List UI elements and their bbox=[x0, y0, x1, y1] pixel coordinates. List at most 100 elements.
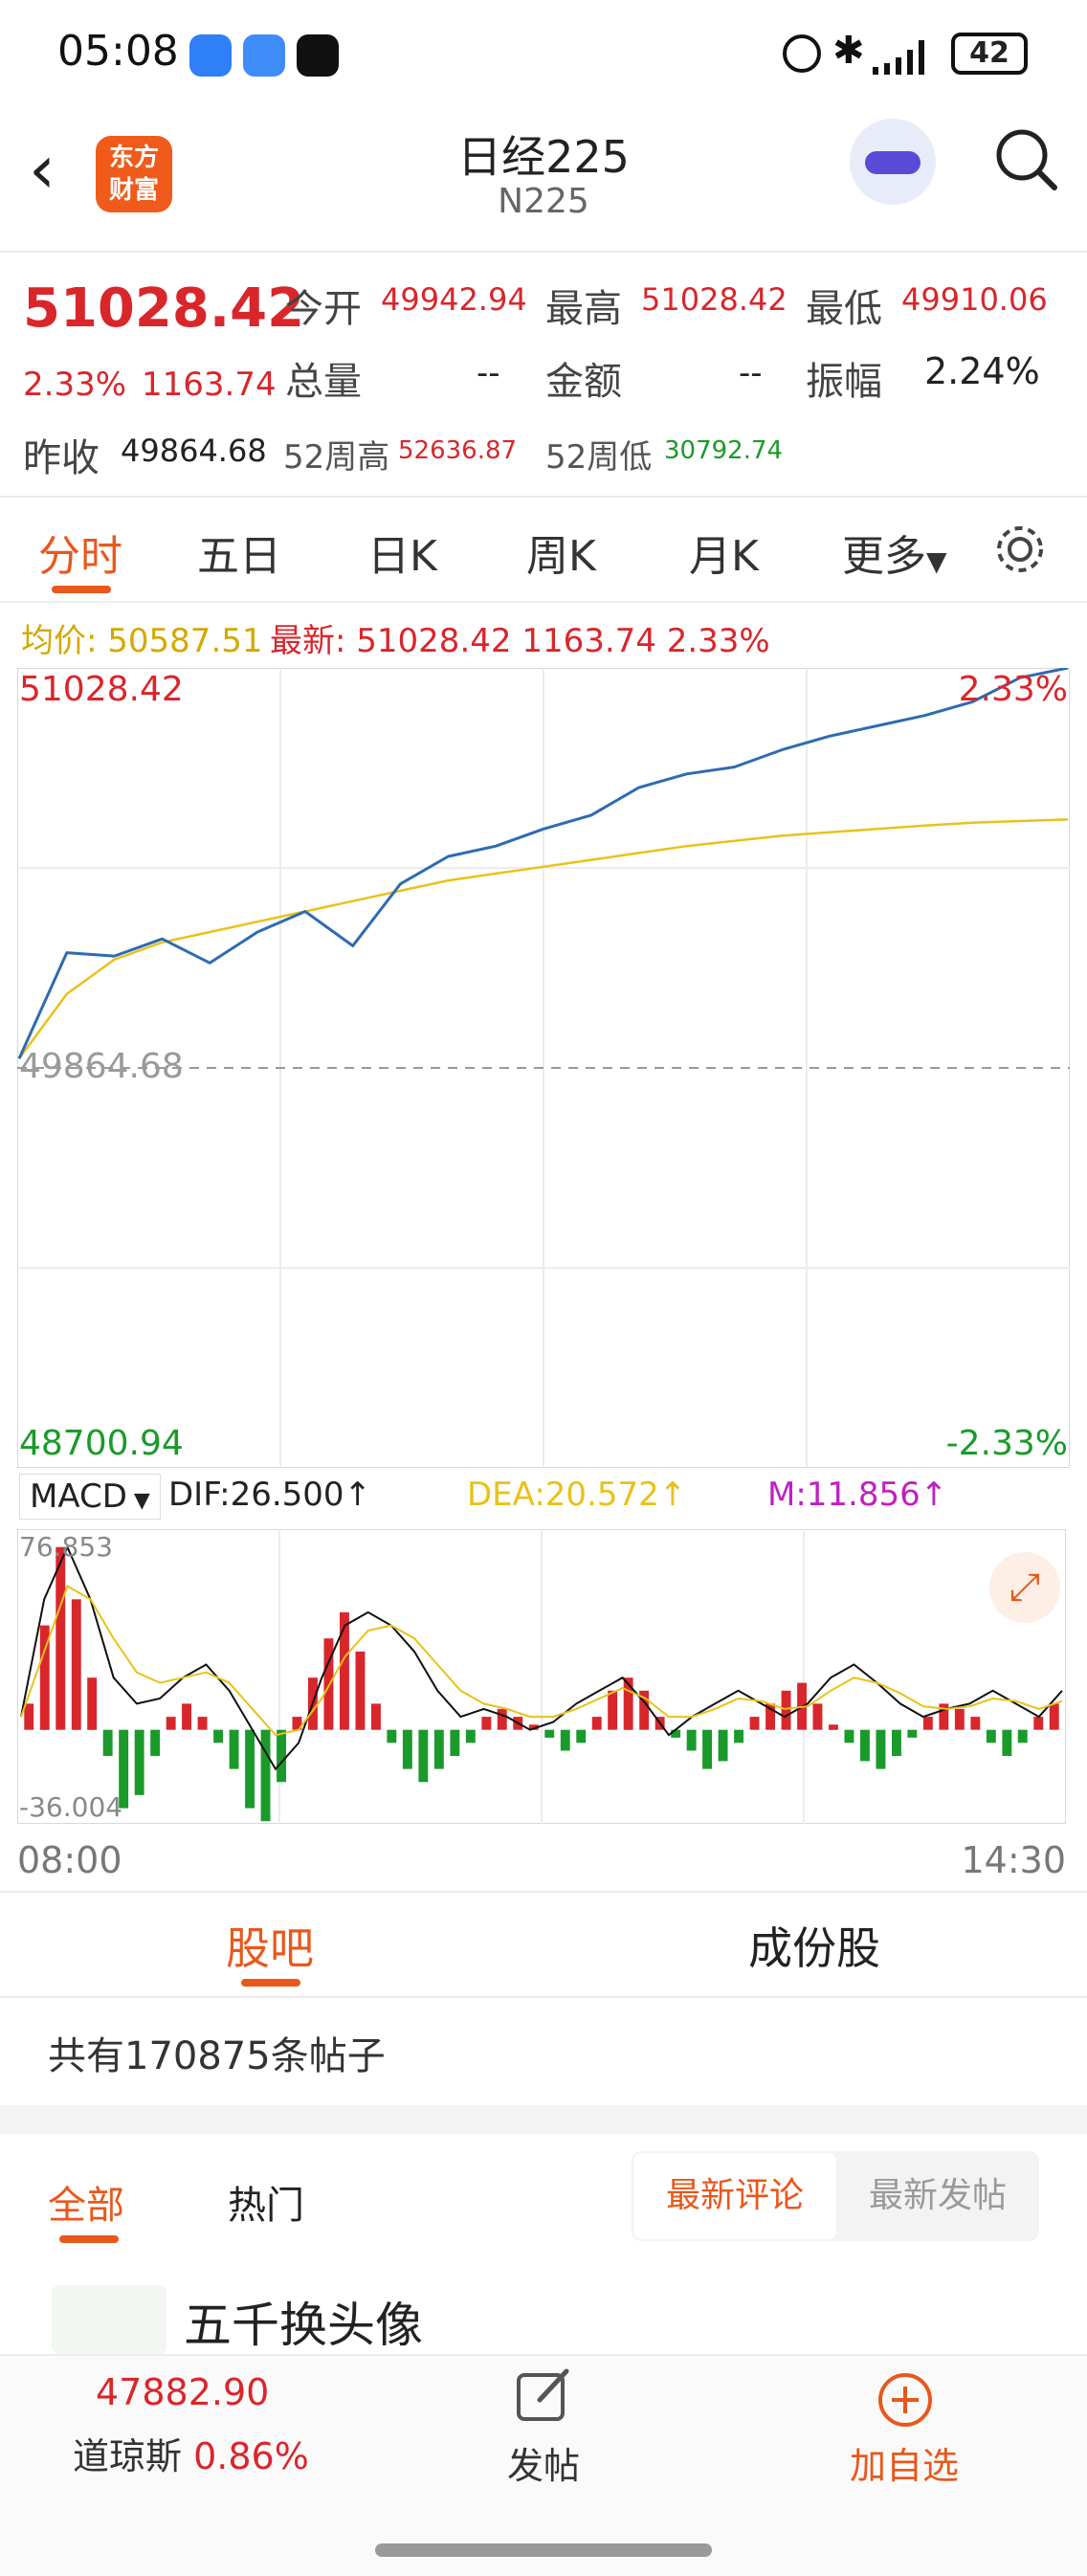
macd-bar bbox=[292, 1717, 302, 1730]
add-watchlist-button[interactable]: 加自选 bbox=[850, 2445, 960, 2487]
tab-five-day[interactable]: 五日 bbox=[197, 532, 281, 581]
chart-top-pct: 2.33% bbox=[958, 670, 1068, 709]
macd-bar bbox=[954, 1708, 965, 1730]
tab-underline bbox=[52, 586, 111, 593]
eastmoney-logo: 东方 财富 bbox=[96, 136, 172, 212]
macd-dif-value: DIF:26.500 bbox=[168, 1476, 344, 1514]
filter-all[interactable]: 全部 bbox=[48, 2184, 124, 2228]
macd-lines bbox=[20, 1544, 1063, 1771]
macd-histogram bbox=[24, 1546, 1059, 1822]
open-label: 今开 bbox=[285, 287, 362, 331]
macd-bar bbox=[544, 1729, 555, 1738]
macd-bar bbox=[939, 1703, 949, 1730]
macd-bar bbox=[560, 1729, 570, 1751]
change-amount: 1163.74 bbox=[142, 366, 277, 404]
avg-legend: 均价: 50587.51 bbox=[21, 614, 263, 661]
macd-top-value: 76.853 bbox=[19, 1531, 113, 1563]
amplitude-label: 振幅 bbox=[806, 360, 882, 404]
dow-ticker[interactable]: 道琼斯 0.86% bbox=[73, 2427, 309, 2479]
macd-bar bbox=[229, 1729, 239, 1769]
post-button[interactable]: 发帖 bbox=[507, 2445, 581, 2487]
intraday-chart[interactable] bbox=[17, 668, 1070, 1468]
macd-bar bbox=[166, 1717, 176, 1730]
chart-top-price: 51028.42 bbox=[19, 670, 184, 709]
settings-gear-icon[interactable] bbox=[991, 521, 1049, 578]
dow-name: 道琼斯 bbox=[73, 2435, 183, 2477]
macd-chart[interactable] bbox=[17, 1529, 1066, 1824]
macd-bar bbox=[907, 1729, 918, 1738]
macd-bar bbox=[623, 1677, 633, 1730]
macd-bar bbox=[497, 1708, 507, 1730]
status-time: 05:08 bbox=[57, 27, 179, 76]
wk52-low-label: 52周低 bbox=[545, 438, 653, 477]
status-bar: 05:08 ✱ 42 bbox=[0, 0, 1087, 105]
filter-hot[interactable]: 热门 bbox=[228, 2184, 304, 2228]
section-gap bbox=[0, 2105, 1087, 2134]
caret-down-icon: ▼ bbox=[926, 545, 947, 577]
macd-bar bbox=[24, 1703, 34, 1730]
macd-bar bbox=[970, 1717, 981, 1730]
indicator-selector[interactable]: MACD ▼ bbox=[19, 1474, 161, 1520]
tab-daily-k[interactable]: 日K bbox=[367, 532, 437, 581]
macd-bar bbox=[702, 1729, 712, 1769]
post-thumbnail[interactable] bbox=[52, 2285, 166, 2354]
dow-value[interactable]: 47882.90 bbox=[96, 2371, 270, 2413]
robot-visor bbox=[865, 151, 921, 174]
bluetooth-icon: ✱ bbox=[832, 29, 865, 73]
macd-bar bbox=[371, 1703, 381, 1730]
macd-bar bbox=[781, 1690, 791, 1730]
wk52-high-label: 52周高 bbox=[283, 438, 390, 477]
post-title[interactable]: 五千换头像 bbox=[184, 2298, 423, 2353]
compose-post-icon[interactable] bbox=[513, 2365, 574, 2427]
macd-bar bbox=[102, 1729, 113, 1756]
add-watchlist-icon[interactable] bbox=[875, 2369, 936, 2431]
macd-bar bbox=[450, 1729, 460, 1756]
macd-bar bbox=[734, 1729, 743, 1743]
macd-bar bbox=[340, 1611, 349, 1730]
wk52-low-value: 30792.74 bbox=[664, 436, 784, 465]
macd-bar bbox=[481, 1717, 492, 1730]
low-label: 最低 bbox=[806, 287, 882, 331]
dif-line bbox=[20, 1544, 1063, 1771]
divider bbox=[0, 251, 1087, 253]
search-icon[interactable] bbox=[993, 126, 1060, 193]
macd-bar bbox=[892, 1729, 901, 1756]
macd-bar bbox=[71, 1599, 81, 1730]
avg-price-line bbox=[17, 818, 1069, 1059]
sort-latest-comment[interactable]: 最新评论 bbox=[633, 2153, 836, 2239]
dea-line bbox=[20, 1585, 1063, 1737]
macd-bar bbox=[844, 1729, 854, 1743]
volume-value: -- bbox=[477, 354, 500, 392]
sort-latest-post[interactable]: 最新发帖 bbox=[868, 2176, 1007, 2215]
macd-bar bbox=[1002, 1729, 1012, 1756]
sort-toggle: 最新评论 最新发帖 bbox=[632, 2151, 1039, 2241]
tab-guba[interactable]: 股吧 bbox=[226, 1922, 314, 1974]
indicator-label: MACD bbox=[30, 1477, 127, 1516]
tab-underline bbox=[241, 1979, 300, 1987]
prev-close-value: 49864.68 bbox=[121, 433, 267, 469]
avg-label: 均价: bbox=[21, 622, 98, 660]
macd-bar bbox=[1017, 1729, 1028, 1743]
macd-bar bbox=[134, 1729, 144, 1795]
tab-more[interactable]: 更多▼ bbox=[842, 522, 947, 583]
macd-bar bbox=[323, 1638, 334, 1730]
macd-bar bbox=[465, 1729, 476, 1743]
macd-bar bbox=[150, 1729, 161, 1756]
macd-m: M:11.856↑ bbox=[767, 1476, 948, 1514]
expand-icon[interactable]: ⤢ bbox=[989, 1552, 1060, 1623]
back-icon[interactable]: ‹ bbox=[29, 130, 55, 209]
robot-assistant-avatar[interactable] bbox=[850, 119, 936, 205]
tab-more-label: 更多 bbox=[842, 532, 926, 581]
tab-intraday[interactable]: 分时 bbox=[38, 532, 122, 581]
macd-bar bbox=[402, 1729, 412, 1769]
tab-monthly-k[interactable]: 月K bbox=[689, 532, 759, 581]
macd-bar bbox=[639, 1690, 650, 1730]
high-value: 51028.42 bbox=[641, 281, 788, 318]
macd-dea: DEA:20.572↑ bbox=[467, 1476, 687, 1514]
open-value: 49942.94 bbox=[381, 281, 527, 318]
amplitude-value: 2.24% bbox=[924, 350, 1040, 392]
tab-weekly-k[interactable]: 周K bbox=[526, 532, 596, 581]
tab-constituents[interactable]: 成份股 bbox=[748, 1922, 880, 1974]
macd-bar bbox=[986, 1729, 996, 1743]
page-title: 日经225 bbox=[457, 131, 630, 183]
